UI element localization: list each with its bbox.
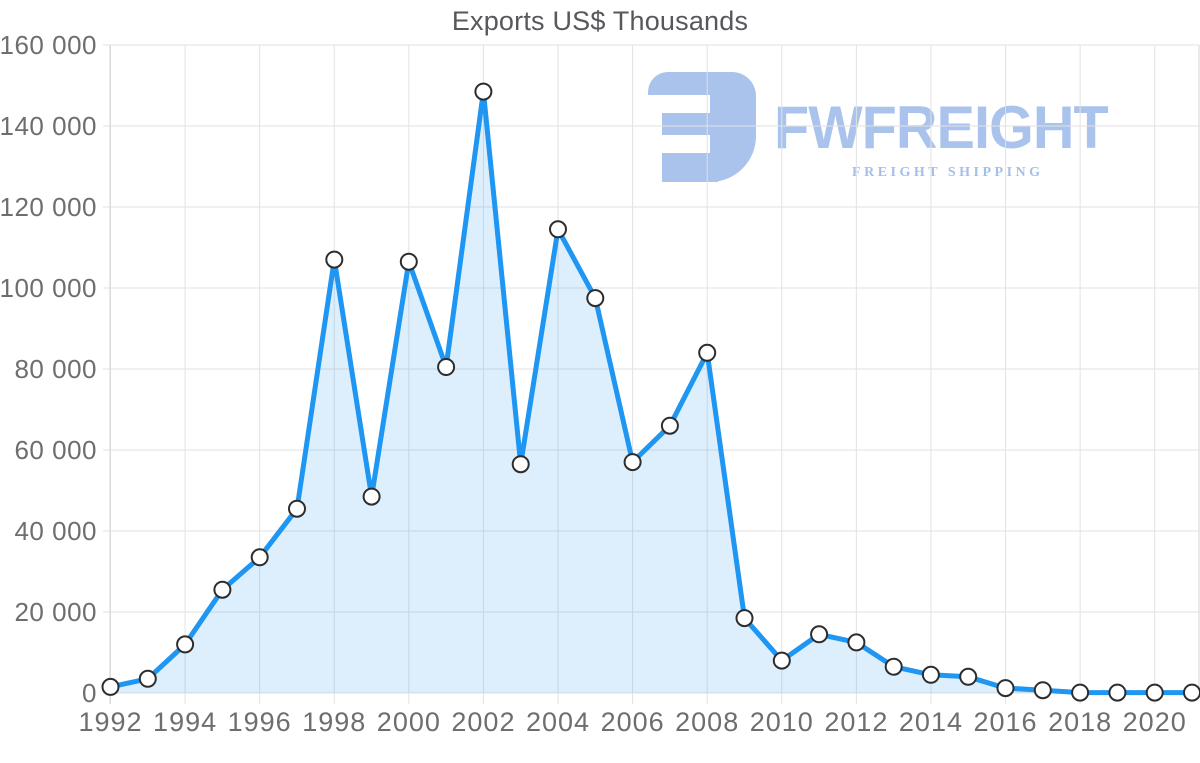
x-axis-tick-label: 2010 bbox=[750, 707, 814, 737]
logo-subtitle-text: FREIGHT SHIPPING bbox=[852, 165, 1044, 180]
data-point-marker-2002[interactable] bbox=[474, 82, 493, 101]
data-point-marker-2018[interactable] bbox=[1071, 683, 1090, 702]
data-point-marker-2011[interactable] bbox=[810, 625, 829, 644]
data-point-marker-2004[interactable] bbox=[549, 220, 567, 239]
data-point-marker-2014[interactable] bbox=[921, 665, 940, 684]
data-point-marker-2010[interactable] bbox=[772, 651, 791, 670]
y-axis-tick-label: 40 000 bbox=[14, 516, 97, 546]
x-axis-tick-label: 2004 bbox=[526, 707, 590, 737]
x-axis-tick-label: 1992 bbox=[78, 707, 142, 737]
data-point-marker-1994[interactable] bbox=[176, 635, 195, 654]
data-point-marker-2013[interactable] bbox=[884, 657, 903, 676]
y-axis-tick-label: 120 000 bbox=[0, 192, 97, 222]
y-axis-tick-label: 60 000 bbox=[14, 435, 97, 465]
data-point-marker-1995[interactable] bbox=[213, 580, 232, 599]
x-axis-tick-label: 2008 bbox=[675, 707, 739, 737]
x-axis-tick-label: 2014 bbox=[899, 707, 963, 737]
y-axis-tick-label: 20 000 bbox=[14, 597, 97, 627]
data-point-marker-1999[interactable] bbox=[362, 487, 381, 506]
chart-title: Exports US$ Thousands bbox=[451, 6, 749, 36]
area-fill bbox=[110, 91, 1192, 694]
x-axis-tick-label: 2016 bbox=[973, 707, 1037, 737]
data-point-marker-1992[interactable] bbox=[101, 677, 120, 696]
x-axis-tick-label: 1996 bbox=[228, 707, 292, 737]
x-axis-tick-label: 2020 bbox=[1123, 707, 1187, 737]
y-axis-tick-label: 140 000 bbox=[0, 111, 97, 141]
x-axis-tick-label: 2018 bbox=[1048, 707, 1112, 737]
data-point-marker-2019[interactable] bbox=[1108, 683, 1127, 702]
data-point-marker-2005[interactable] bbox=[586, 289, 605, 308]
data-point-marker-1996[interactable] bbox=[250, 548, 269, 567]
y-axis-tick-label: 100 000 bbox=[0, 273, 97, 303]
data-point-marker-2003[interactable] bbox=[511, 455, 530, 474]
data-point-marker-2007[interactable] bbox=[660, 416, 679, 435]
logo-icon-top-arm bbox=[648, 72, 718, 95]
data-point-marker-1993[interactable] bbox=[138, 669, 157, 688]
data-point-marker-2006[interactable] bbox=[623, 453, 642, 472]
logo-icon-middle-arm bbox=[662, 113, 718, 135]
y-axis-tick-label: 80 000 bbox=[14, 354, 97, 384]
y-axis-tick-label: 160 000 bbox=[0, 30, 97, 60]
data-point-marker-2008[interactable] bbox=[698, 343, 717, 362]
data-point-marker-2021[interactable] bbox=[1183, 683, 1200, 702]
data-point-marker-2016[interactable] bbox=[996, 679, 1015, 698]
data-point-marker-2015[interactable] bbox=[959, 667, 978, 686]
x-axis-tick-label: 1998 bbox=[302, 707, 366, 737]
x-axis-tick-label: 2002 bbox=[451, 707, 515, 737]
data-point-marker-1997[interactable] bbox=[288, 499, 306, 518]
logo-brand-text: FWFREIGHT bbox=[774, 94, 1109, 161]
data-point-marker-2012[interactable] bbox=[847, 633, 866, 652]
x-axis-tick-label: 2012 bbox=[824, 707, 888, 737]
fwfreight-watermark: FWFREIGHT FREIGHT SHIPPING bbox=[648, 72, 1122, 182]
data-point-marker-1998[interactable] bbox=[325, 250, 344, 269]
data-point-marker-2009[interactable] bbox=[735, 609, 754, 628]
data-point-marker-2000[interactable] bbox=[399, 252, 418, 271]
data-point-marker-2020[interactable] bbox=[1145, 683, 1164, 702]
logo-text-block: FWFREIGHT FREIGHT SHIPPING bbox=[774, 72, 1122, 181]
data-point-marker-2017[interactable] bbox=[1033, 681, 1052, 700]
x-axis-tick-label: 1994 bbox=[153, 707, 217, 737]
data-point-marker-2001[interactable] bbox=[437, 358, 456, 376]
x-axis-tick-label: 2000 bbox=[377, 707, 441, 737]
x-axis-tick-label: 2006 bbox=[601, 707, 665, 737]
fwfreight-logo-icon bbox=[648, 72, 756, 182]
logo-icon-bottom-arm bbox=[662, 153, 718, 182]
y-axis-tick-label: 0 bbox=[82, 678, 97, 708]
